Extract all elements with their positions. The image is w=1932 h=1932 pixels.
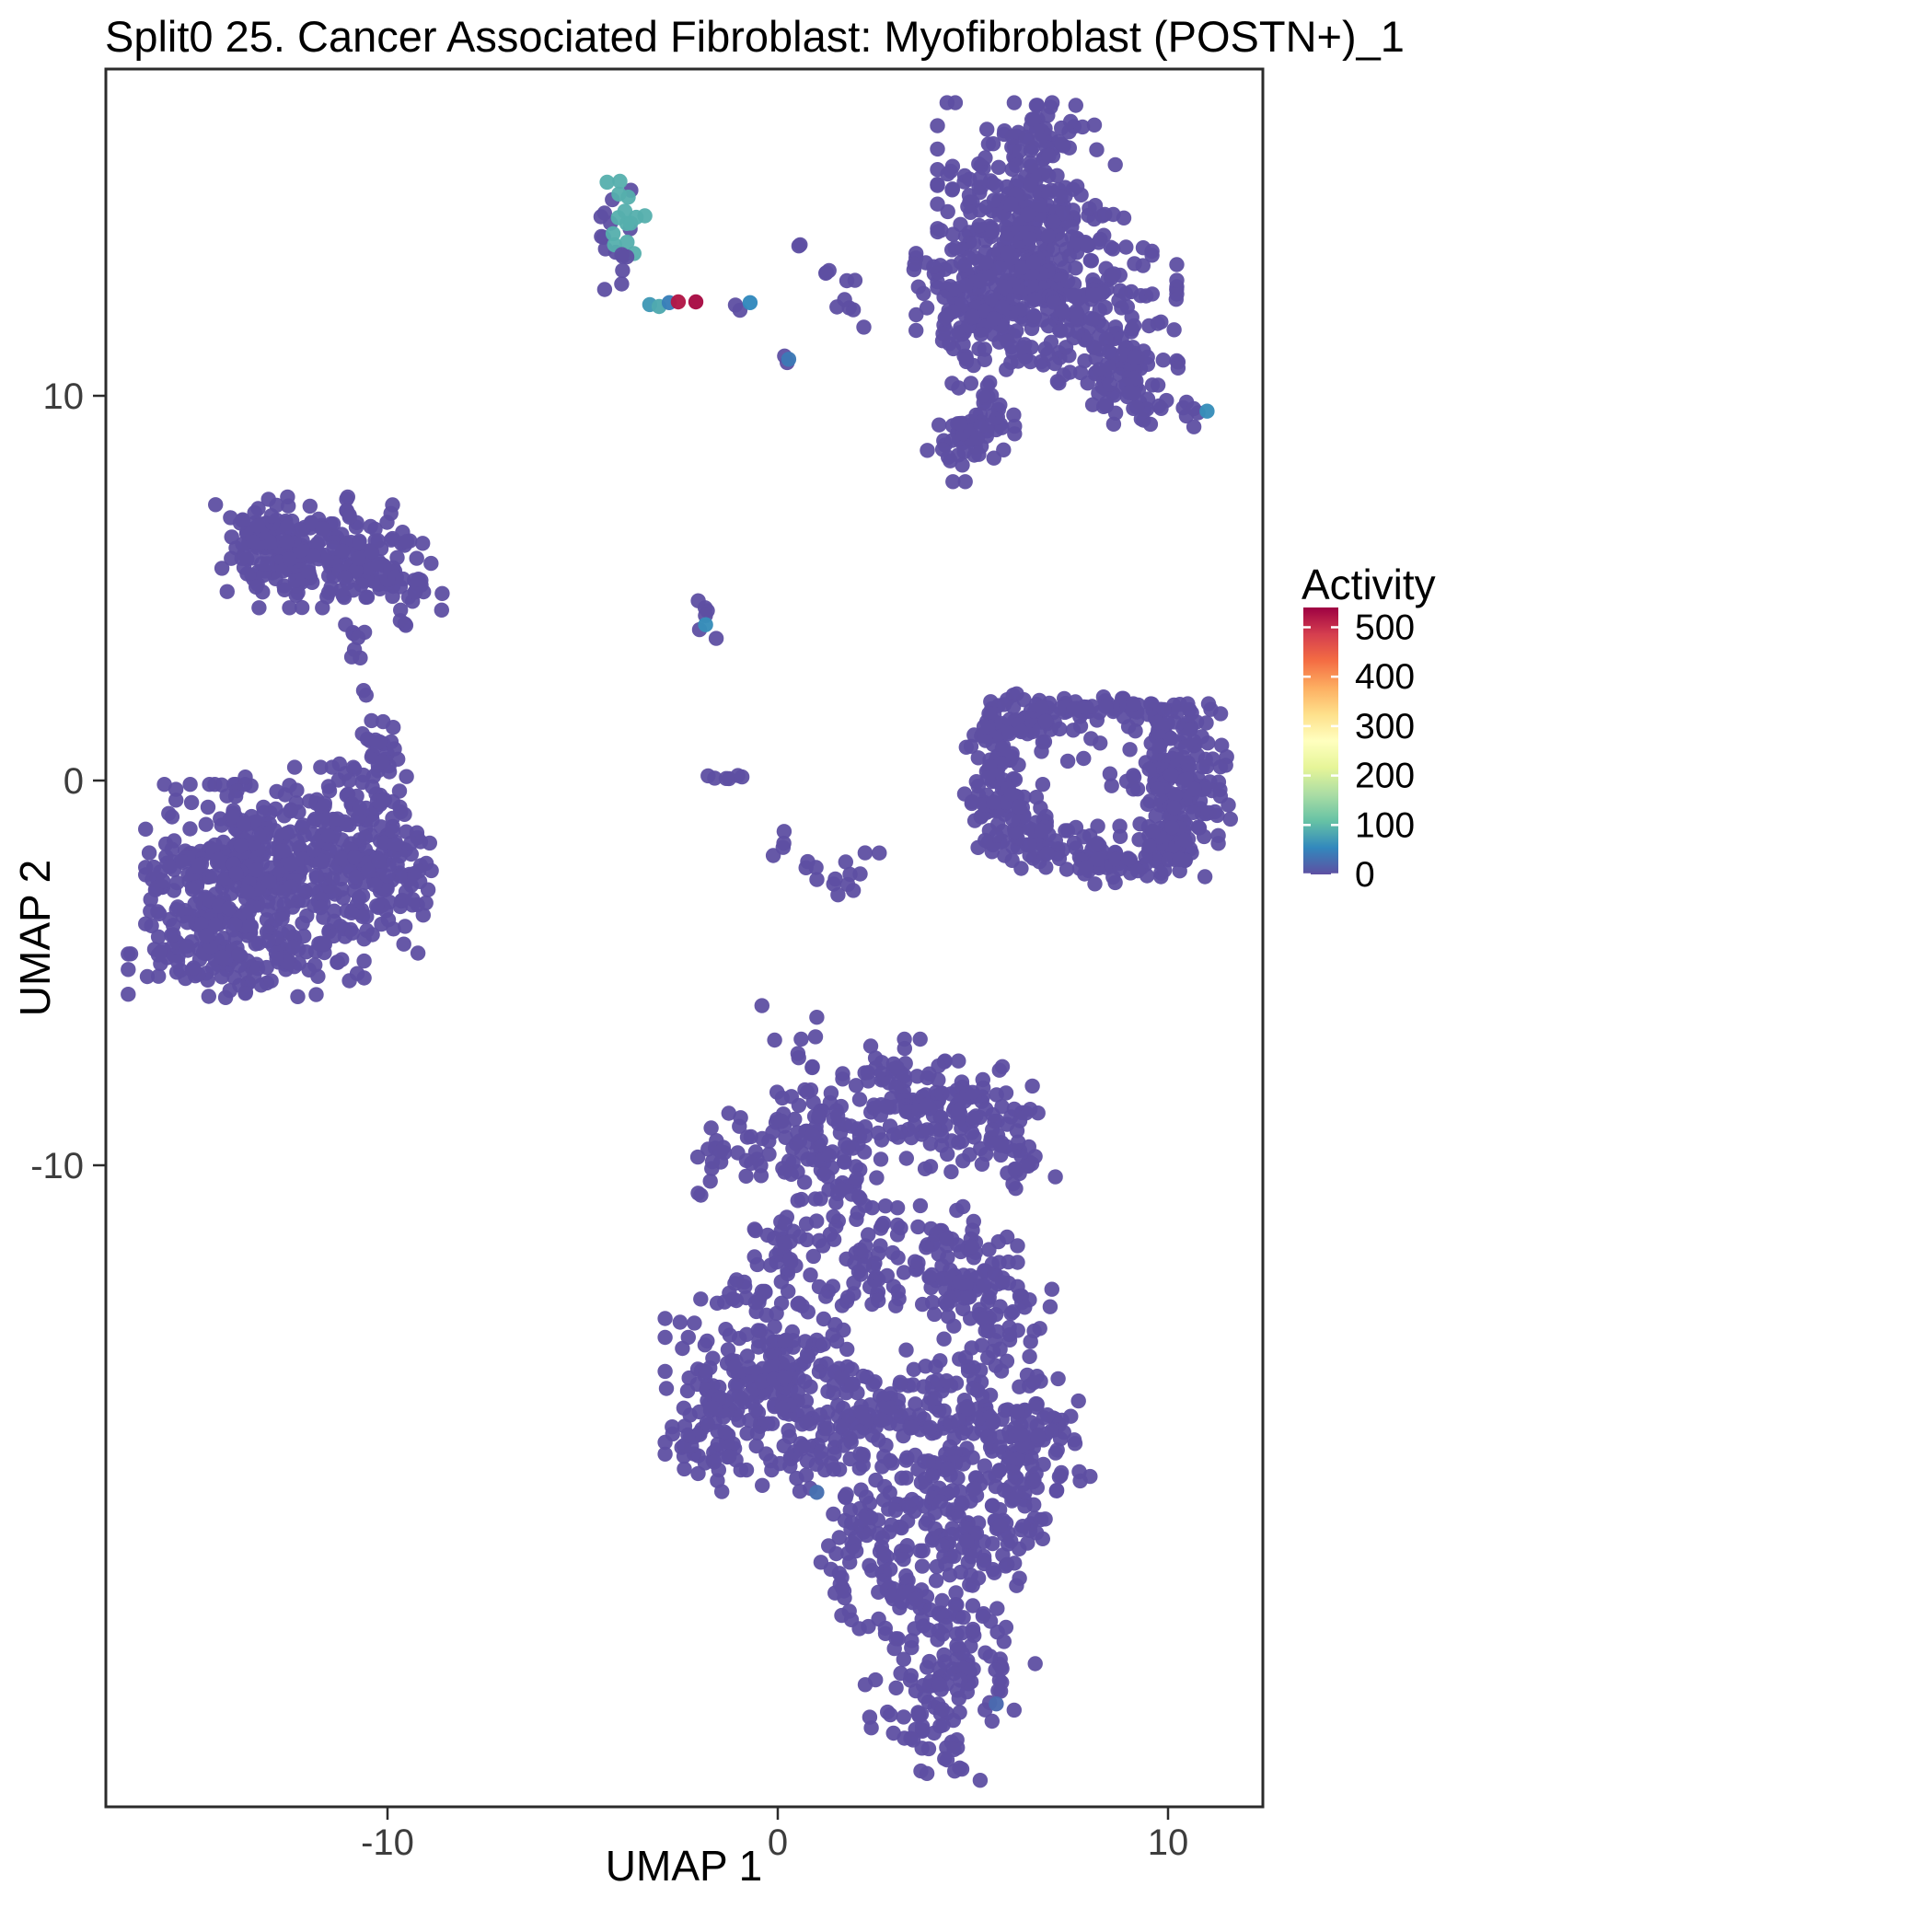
x-tick-label: 10 xyxy=(1148,1822,1189,1863)
legend-tick-label: 300 xyxy=(1355,707,1415,746)
chart-title: Split0 25. Cancer Associated Fibroblast:… xyxy=(105,12,1405,61)
y-tick-label: 0 xyxy=(64,761,84,802)
legend-tick-label: 500 xyxy=(1355,607,1415,647)
legend-tick-label: 100 xyxy=(1355,805,1415,845)
legend-colorbar xyxy=(1303,607,1338,874)
legend-title: Activity xyxy=(1301,561,1436,608)
scatter-points xyxy=(121,95,1239,1788)
legend-tick-label: 0 xyxy=(1355,855,1375,895)
x-axis-title: UMAP 1 xyxy=(605,1842,763,1890)
y-axis-title: UMAP 2 xyxy=(11,859,59,1017)
x-tick-label: 0 xyxy=(768,1822,788,1863)
y-tick-label: -10 xyxy=(30,1146,84,1186)
y-tick-label: 10 xyxy=(43,376,85,417)
legend-tick-label: 400 xyxy=(1355,657,1415,697)
panel-border xyxy=(104,67,1265,1809)
x-tick-label: -10 xyxy=(361,1822,414,1863)
legend-tick-label: 200 xyxy=(1355,757,1415,796)
